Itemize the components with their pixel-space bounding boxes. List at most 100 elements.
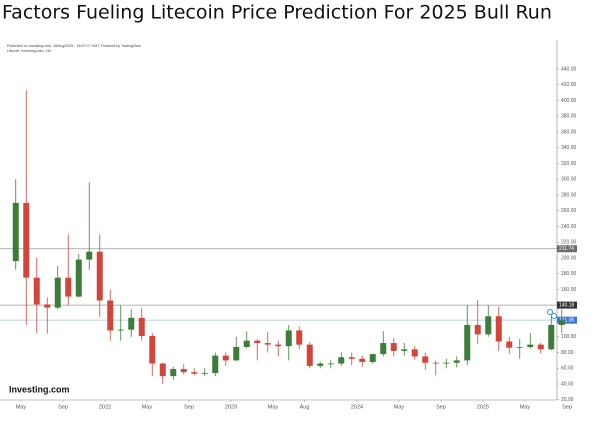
- x-tick-label: 2024: [351, 404, 363, 410]
- y-tick-label: 360.00: [561, 129, 577, 135]
- candle-body: [359, 358, 366, 362]
- y-tick-label: 80.00: [561, 350, 574, 356]
- level-box: [557, 245, 577, 253]
- candle-body: [96, 251, 103, 301]
- candle-body: [485, 316, 492, 335]
- candle-body: [306, 344, 313, 366]
- candle-body: [44, 304, 51, 308]
- candle-body: [464, 324, 471, 361]
- candle-body: [296, 330, 303, 345]
- candle-body: [380, 343, 387, 355]
- candle-body: [264, 343, 271, 345]
- candle-body: [432, 362, 439, 364]
- candle-body: [348, 357, 355, 359]
- y-tick-label: 440.00: [561, 66, 577, 72]
- chart-title: Factors Fueling Litecoin Price Predictio…: [2, 2, 552, 24]
- published-note: Published on Investing.com, 18/Aug/2025 …: [7, 44, 141, 48]
- y-tick-label: 200.00: [561, 255, 577, 261]
- level-box: [557, 301, 577, 309]
- x-tick-label: Sep: [436, 404, 446, 410]
- candle-body: [537, 344, 544, 350]
- y-tick-label: 180.00: [561, 271, 577, 277]
- candle-body: [495, 316, 502, 342]
- x-tick-label: May: [520, 404, 531, 410]
- candle-body: [453, 360, 460, 363]
- y-tick-label: 40.00: [561, 381, 574, 387]
- x-tick-label: Sep: [58, 404, 68, 410]
- candle-body: [527, 344, 534, 347]
- logo: Investing.com: [9, 384, 70, 394]
- y-tick-label: 240.00: [561, 224, 577, 230]
- candle-body: [422, 356, 429, 363]
- x-tick-label: 2022: [99, 404, 111, 410]
- candle-body: [275, 344, 282, 347]
- candle-body: [233, 346, 240, 361]
- candle-body: [128, 317, 135, 330]
- x-tick-label: May: [268, 404, 279, 410]
- y-tick-label: 320.00: [561, 161, 577, 167]
- candle-body: [401, 349, 408, 351]
- candle-body: [558, 320, 565, 325]
- candle-body: [212, 355, 219, 373]
- candle-body: [327, 363, 334, 365]
- event-icon: [547, 309, 553, 315]
- instrument-note: Litecoin, Investing.com, 1W: [7, 49, 52, 53]
- candle-body: [222, 355, 229, 361]
- candle-body: [54, 277, 61, 308]
- candle-body: [285, 330, 292, 347]
- x-tick-label: Sep: [184, 404, 194, 410]
- y-tick-label: 260.00: [561, 208, 577, 214]
- candle-body: [254, 340, 261, 344]
- candle-body: [516, 346, 523, 348]
- level-label: 140.18: [559, 302, 575, 308]
- candle-body: [390, 343, 397, 351]
- level-box: [557, 316, 577, 324]
- y-tick-label: 420.00: [561, 82, 577, 88]
- event-icon: [551, 313, 557, 319]
- candle-body: [33, 277, 40, 305]
- candle-body: [138, 317, 145, 336]
- candle-body: [75, 259, 82, 297]
- y-tick-label: 20.00: [561, 397, 574, 403]
- x-tick-label: May: [142, 404, 153, 410]
- candle-body: [86, 251, 93, 260]
- candle-body: [159, 363, 166, 377]
- y-tick-label: 220.00: [561, 240, 577, 246]
- candle-body: [23, 202, 30, 278]
- x-tick-label: Sep: [562, 404, 572, 410]
- y-tick-label: 300.00: [561, 177, 577, 183]
- candle-body: [338, 357, 345, 364]
- candle-body: [65, 277, 72, 297]
- candle-body: [201, 372, 208, 374]
- candle-body: [149, 335, 156, 364]
- candle-body: [107, 300, 114, 331]
- candle-body: [170, 369, 177, 377]
- candle-body: [317, 363, 324, 366]
- candle-body: [474, 324, 481, 335]
- candle-body: [243, 340, 250, 347]
- y-tick-label: 340.00: [561, 145, 577, 151]
- x-tick-label: 2023: [225, 404, 237, 410]
- y-tick-label: 400.00: [561, 98, 577, 104]
- candle-body: [443, 362, 450, 364]
- level-label: 121.06: [559, 317, 575, 323]
- x-tick-label: May: [16, 404, 27, 410]
- x-tick-label: Aug: [300, 404, 310, 410]
- candle-body: [117, 329, 124, 331]
- y-tick-label: 60.00: [561, 366, 574, 372]
- candle-body: [548, 324, 555, 350]
- candle-body: [180, 369, 187, 373]
- x-tick-label: May: [394, 404, 405, 410]
- y-tick-label: 160.00: [561, 287, 577, 293]
- y-tick-label: 380.00: [561, 114, 577, 120]
- candle-body: [506, 341, 513, 348]
- candle-body: [411, 349, 418, 357]
- y-tick-label: 280.00: [561, 192, 577, 198]
- candle-body: [369, 354, 376, 362]
- candle-body: [12, 202, 19, 262]
- level-label: 211.74: [559, 246, 574, 252]
- x-tick-label: 2025: [477, 404, 489, 410]
- y-tick-label: 100.00: [561, 334, 577, 340]
- candle-body: [191, 372, 198, 374]
